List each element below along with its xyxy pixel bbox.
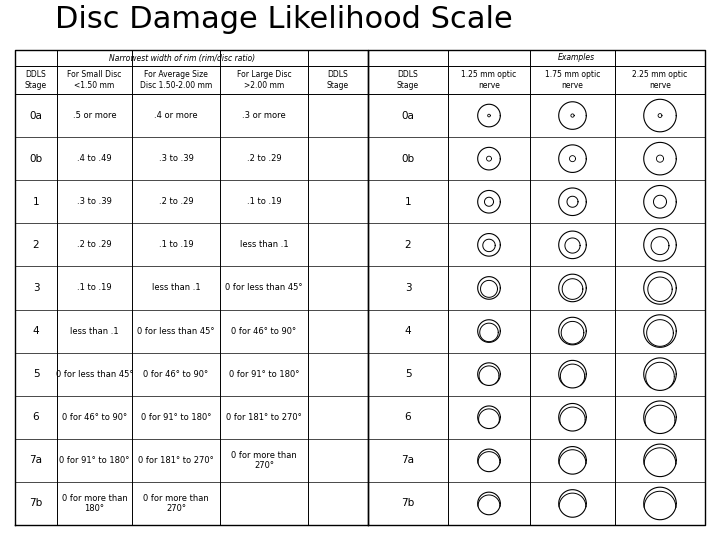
Text: .3 to .39: .3 to .39 (77, 197, 112, 206)
Text: .1 to .19: .1 to .19 (77, 284, 112, 293)
Text: .3 to .39: .3 to .39 (158, 154, 194, 163)
Text: 0 for more than
270°: 0 for more than 270° (143, 494, 209, 513)
Text: 0 for 181° to 270°: 0 for 181° to 270° (138, 456, 214, 465)
Text: 0b: 0b (30, 154, 42, 164)
Text: 7a: 7a (30, 455, 42, 465)
Text: 2: 2 (32, 240, 40, 250)
Text: 2.25 mm optic
nerve: 2.25 mm optic nerve (632, 70, 688, 90)
Text: 0 for 46° to 90°: 0 for 46° to 90° (143, 370, 209, 379)
Text: 1.25 mm optic
nerve: 1.25 mm optic nerve (462, 70, 517, 90)
Text: 0 for 91° to 180°: 0 for 91° to 180° (59, 456, 130, 465)
Text: .2 to .29: .2 to .29 (77, 240, 112, 249)
Text: DDLS
Stage: DDLS Stage (327, 70, 349, 90)
Text: For Small Disc
<1.50 mm: For Small Disc <1.50 mm (67, 70, 122, 90)
Text: 0 for less than 45°: 0 for less than 45° (55, 370, 133, 379)
Text: 0b: 0b (402, 154, 415, 164)
Text: 4: 4 (32, 326, 40, 336)
Text: 0 for more than
180°: 0 for more than 180° (62, 494, 127, 513)
Text: 4: 4 (405, 326, 411, 336)
Text: 7b: 7b (30, 498, 42, 509)
Text: 6: 6 (405, 412, 411, 422)
Text: less than .1: less than .1 (70, 327, 119, 335)
Text: 0a: 0a (402, 111, 415, 120)
Text: 6: 6 (32, 412, 40, 422)
Text: less than .1: less than .1 (240, 240, 288, 249)
Text: 7a: 7a (402, 455, 415, 465)
Text: DDLS
Stage: DDLS Stage (25, 70, 47, 90)
Text: 0 for 181° to 270°: 0 for 181° to 270° (226, 413, 302, 422)
Text: 5: 5 (405, 369, 411, 379)
Text: .2 to .29: .2 to .29 (247, 154, 282, 163)
Text: 3: 3 (405, 283, 411, 293)
Text: 0 for 46° to 90°: 0 for 46° to 90° (231, 327, 297, 335)
Text: .1 to .19: .1 to .19 (247, 197, 282, 206)
Text: .5 or more: .5 or more (73, 111, 117, 120)
Text: 0 for less than 45°: 0 for less than 45° (138, 327, 215, 335)
Text: 0 for 46° to 90°: 0 for 46° to 90° (62, 413, 127, 422)
Text: For Average Size
Disc 1.50-2.00 mm: For Average Size Disc 1.50-2.00 mm (140, 70, 212, 90)
Text: 1: 1 (32, 197, 40, 207)
Text: Disc Damage Likelihood Scale: Disc Damage Likelihood Scale (55, 5, 513, 35)
Text: 3: 3 (32, 283, 40, 293)
Text: .4 or more: .4 or more (154, 111, 198, 120)
Text: 0 for more than
270°: 0 for more than 270° (231, 451, 297, 470)
Text: 2: 2 (405, 240, 411, 250)
Text: .2 to .29: .2 to .29 (158, 197, 193, 206)
Text: 0a: 0a (30, 111, 42, 120)
Text: For Large Disc
>2.00 mm: For Large Disc >2.00 mm (237, 70, 292, 90)
Text: 1.75 mm optic
nerve: 1.75 mm optic nerve (545, 70, 600, 90)
Text: DDLS
Stage: DDLS Stage (397, 70, 419, 90)
Text: 5: 5 (32, 369, 40, 379)
Text: .4 to .49: .4 to .49 (77, 154, 112, 163)
Text: 1: 1 (405, 197, 411, 207)
Text: 0 for less than 45°: 0 for less than 45° (225, 284, 302, 293)
Text: 7b: 7b (401, 498, 415, 509)
Text: 0 for 91° to 180°: 0 for 91° to 180° (229, 370, 300, 379)
Text: Narrowest width of rim (rim/disc ratio): Narrowest width of rim (rim/disc ratio) (109, 53, 256, 63)
Text: 0 for 91° to 180°: 0 for 91° to 180° (141, 413, 211, 422)
Text: Examples: Examples (558, 53, 595, 63)
Text: .3 or more: .3 or more (242, 111, 286, 120)
Text: .1 to .19: .1 to .19 (158, 240, 193, 249)
Text: less than .1: less than .1 (152, 284, 200, 293)
